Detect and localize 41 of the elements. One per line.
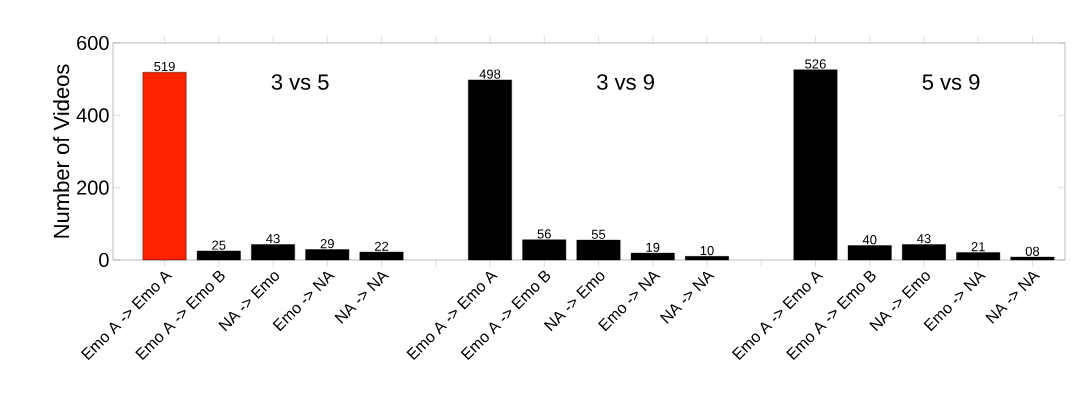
bar xyxy=(251,244,295,261)
data-label: 43 xyxy=(266,234,280,244)
bar xyxy=(142,72,187,261)
y-axis-title: Number of Videos xyxy=(53,64,70,238)
data-label: 29 xyxy=(320,239,334,249)
y-tick-label: 400 xyxy=(76,108,109,123)
data-label: 08 xyxy=(1025,246,1040,256)
y-tick-label: 200 xyxy=(77,180,109,195)
data-label: 519 xyxy=(154,61,175,72)
data-label: 40 xyxy=(862,235,877,245)
y-tick-label: 0 xyxy=(99,252,109,268)
annotation: 5 vs 9 xyxy=(922,74,980,90)
bar xyxy=(902,244,946,261)
bar xyxy=(793,69,838,261)
y-tick-label: 600 xyxy=(77,35,109,51)
bar xyxy=(1010,256,1055,261)
bar xyxy=(468,79,512,261)
data-label: 22 xyxy=(374,241,389,251)
x-tick-label: NA -> NA xyxy=(985,271,1041,324)
data-label: 43 xyxy=(917,234,931,244)
bar xyxy=(196,250,241,261)
bar xyxy=(956,252,1001,261)
bar xyxy=(685,256,729,261)
bar xyxy=(359,251,404,261)
annotation: 3 vs 5 xyxy=(271,74,329,90)
data-label: 56 xyxy=(537,229,551,239)
data-label: 498 xyxy=(479,69,501,79)
annotation: 3 vs 9 xyxy=(597,74,654,90)
x-tick-label: NA -> NA xyxy=(659,271,715,324)
bar xyxy=(576,239,621,261)
data-label: 526 xyxy=(805,59,826,69)
x-tick-label: NA -> NA xyxy=(334,271,390,324)
data-label: 19 xyxy=(646,242,660,252)
data-label: 10 xyxy=(700,245,714,256)
data-label: 21 xyxy=(971,242,985,252)
bar xyxy=(630,252,675,261)
bar xyxy=(305,249,350,261)
data-label: 55 xyxy=(591,229,606,239)
bar xyxy=(847,245,892,261)
bar xyxy=(522,239,567,261)
data-label: 25 xyxy=(212,240,226,250)
